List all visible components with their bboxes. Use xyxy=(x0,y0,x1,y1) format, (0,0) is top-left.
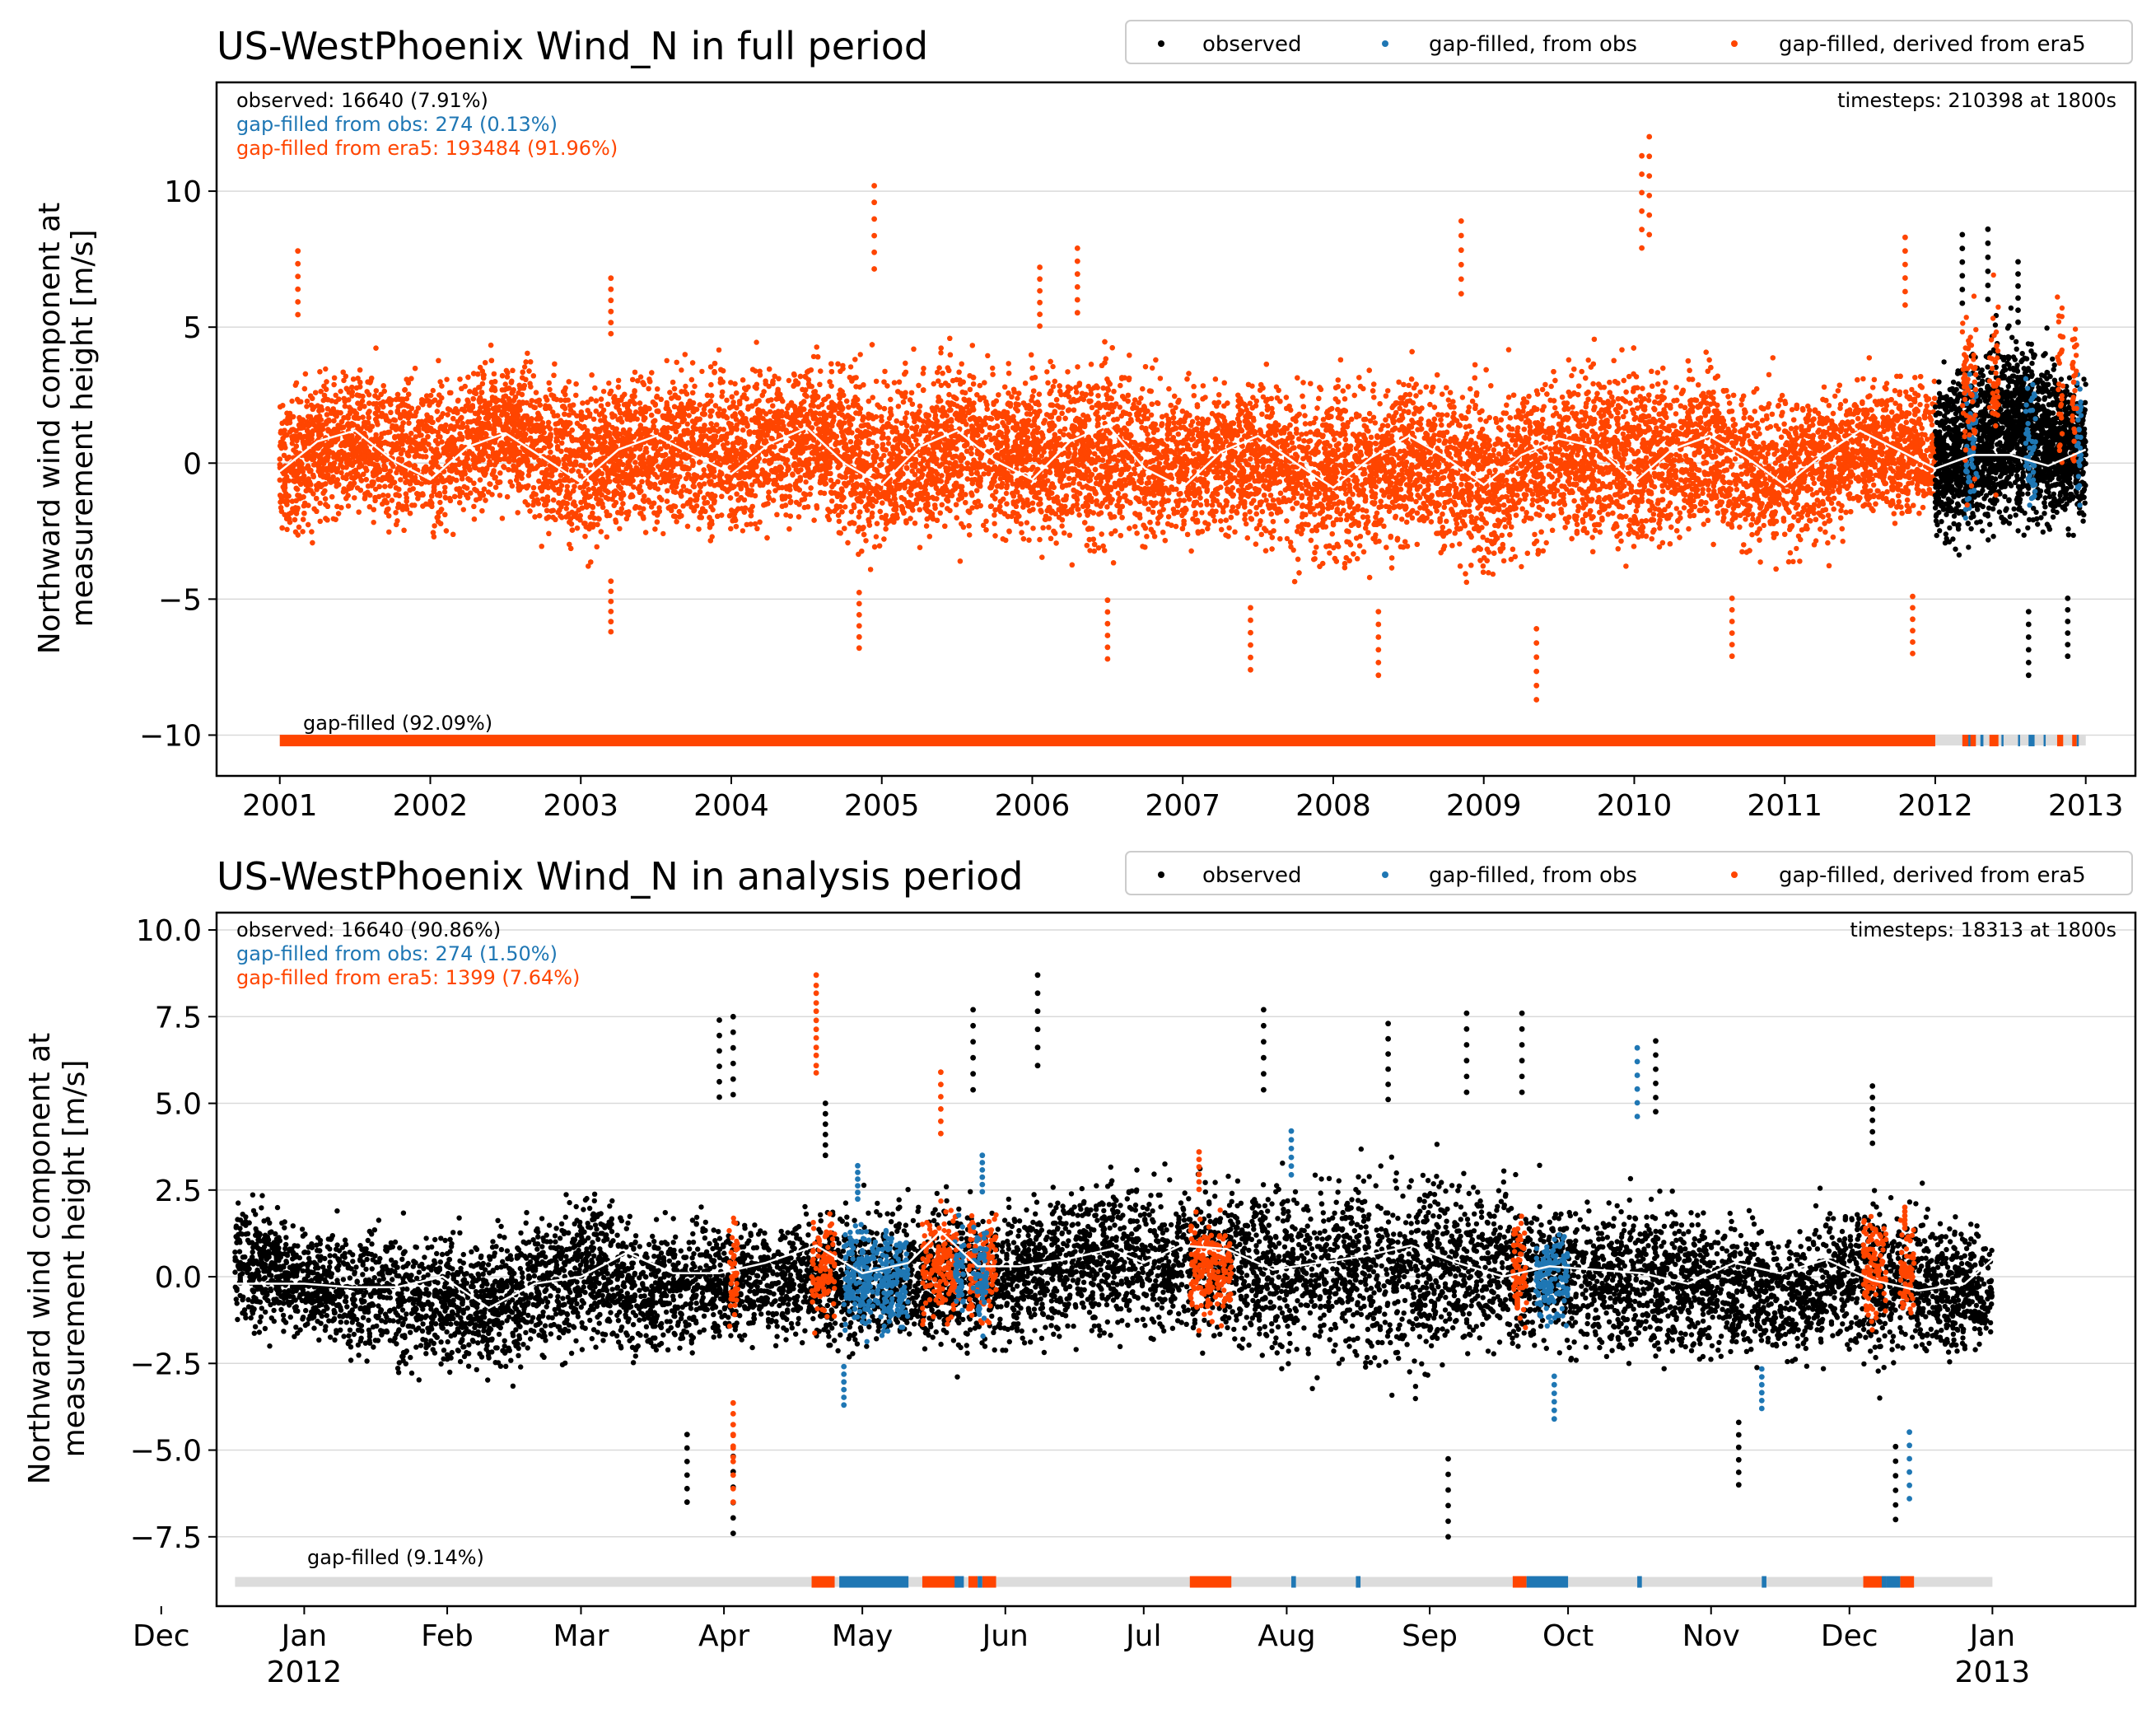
data-point xyxy=(990,365,996,371)
legend-label-observed: observed xyxy=(1202,32,1302,57)
data-point xyxy=(1378,427,1384,432)
data-point xyxy=(1199,510,1205,516)
data-point xyxy=(1044,369,1050,375)
data-point xyxy=(1150,365,1155,371)
data-point xyxy=(1832,393,1838,399)
data-point xyxy=(1519,563,1524,570)
data-point xyxy=(600,389,607,395)
legend-marker-from-obs xyxy=(1382,40,1388,47)
data-point xyxy=(847,364,854,370)
legend-box xyxy=(1125,20,2133,64)
data-point xyxy=(1917,402,1923,408)
data-point xyxy=(1929,422,1935,427)
data-point xyxy=(1738,402,1744,408)
data-point xyxy=(885,441,892,446)
data-point xyxy=(1787,550,1794,556)
data-point xyxy=(1548,383,1554,390)
data-point xyxy=(857,352,863,357)
data-point xyxy=(1700,487,1706,493)
data-point xyxy=(606,381,612,386)
data-point xyxy=(1436,437,1442,443)
data-point xyxy=(1552,404,1558,411)
panel-title: US-WestPhoenix Wind_N in full period xyxy=(217,24,928,68)
data-point xyxy=(873,534,880,540)
data-point xyxy=(829,498,835,504)
data-point xyxy=(1490,571,1496,577)
data-point xyxy=(430,387,436,394)
data-point xyxy=(810,353,817,360)
data-point xyxy=(1794,545,1799,552)
data-point xyxy=(1445,397,1452,403)
data-point xyxy=(304,404,310,409)
data-point xyxy=(289,398,295,404)
data-point xyxy=(1244,521,1249,527)
data-point xyxy=(1673,506,1680,511)
data-point xyxy=(1444,518,1449,524)
data-point xyxy=(1703,500,1709,506)
data-point xyxy=(992,521,997,526)
data-point xyxy=(1681,505,1687,511)
data-point xyxy=(444,376,450,382)
data-point xyxy=(709,534,715,540)
data-point xyxy=(1457,541,1463,547)
legend-marker-observed xyxy=(1158,40,1164,47)
data-point xyxy=(1059,523,1065,529)
data-point xyxy=(1585,357,1591,363)
data-point xyxy=(563,506,569,511)
data-point xyxy=(803,479,809,485)
data-point xyxy=(985,353,991,358)
data-point xyxy=(1015,395,1020,401)
data-point xyxy=(1024,520,1030,526)
data-point xyxy=(1155,521,1161,526)
data-point xyxy=(786,377,792,384)
data-point xyxy=(1115,490,1122,496)
data-point xyxy=(679,367,684,373)
data-point xyxy=(1148,412,1155,418)
data-point xyxy=(323,366,329,372)
data-point xyxy=(1789,407,1795,413)
data-point xyxy=(1620,431,1626,437)
data-point xyxy=(1050,363,1056,370)
data-point xyxy=(1589,535,1595,540)
data-point xyxy=(460,507,466,512)
data-point xyxy=(683,383,688,390)
legend-marker-from-era5 xyxy=(1731,40,1738,47)
data-point xyxy=(1569,372,1575,379)
full-period-panel: US-WestPhoenix Wind_N in full period obs… xyxy=(33,20,2137,823)
data-point xyxy=(1761,522,1766,529)
data-point xyxy=(660,530,666,537)
data-point xyxy=(938,350,944,356)
data-point xyxy=(1543,540,1549,546)
data-point xyxy=(547,386,553,393)
data-point xyxy=(684,421,690,427)
data-point xyxy=(1459,395,1466,400)
data-point xyxy=(284,526,290,532)
data-point xyxy=(699,368,705,375)
data-point xyxy=(437,499,443,506)
data-point xyxy=(740,528,746,534)
data-point xyxy=(1840,539,1846,544)
data-point xyxy=(502,381,508,387)
plot-area xyxy=(277,133,2088,747)
data-point xyxy=(442,494,448,501)
data-point xyxy=(349,393,355,399)
data-point xyxy=(1312,511,1318,517)
data-point xyxy=(1871,482,1877,488)
data-point xyxy=(521,364,528,370)
data-point xyxy=(371,520,376,526)
legend: observed gap-filled, from obs gap-filled… xyxy=(1125,20,2133,64)
data-point xyxy=(680,483,687,489)
data-point xyxy=(1743,516,1748,522)
data-point xyxy=(754,339,759,345)
data-point xyxy=(1003,490,1010,497)
data-point xyxy=(1732,456,1738,462)
legend-label-from-obs: gap-filled, from obs xyxy=(1429,32,1637,57)
data-point xyxy=(664,357,670,363)
data-point xyxy=(338,388,343,395)
legend-label-from-era5: gap-filled, derived from era5 xyxy=(1779,32,2086,57)
data-point xyxy=(1894,373,1900,379)
